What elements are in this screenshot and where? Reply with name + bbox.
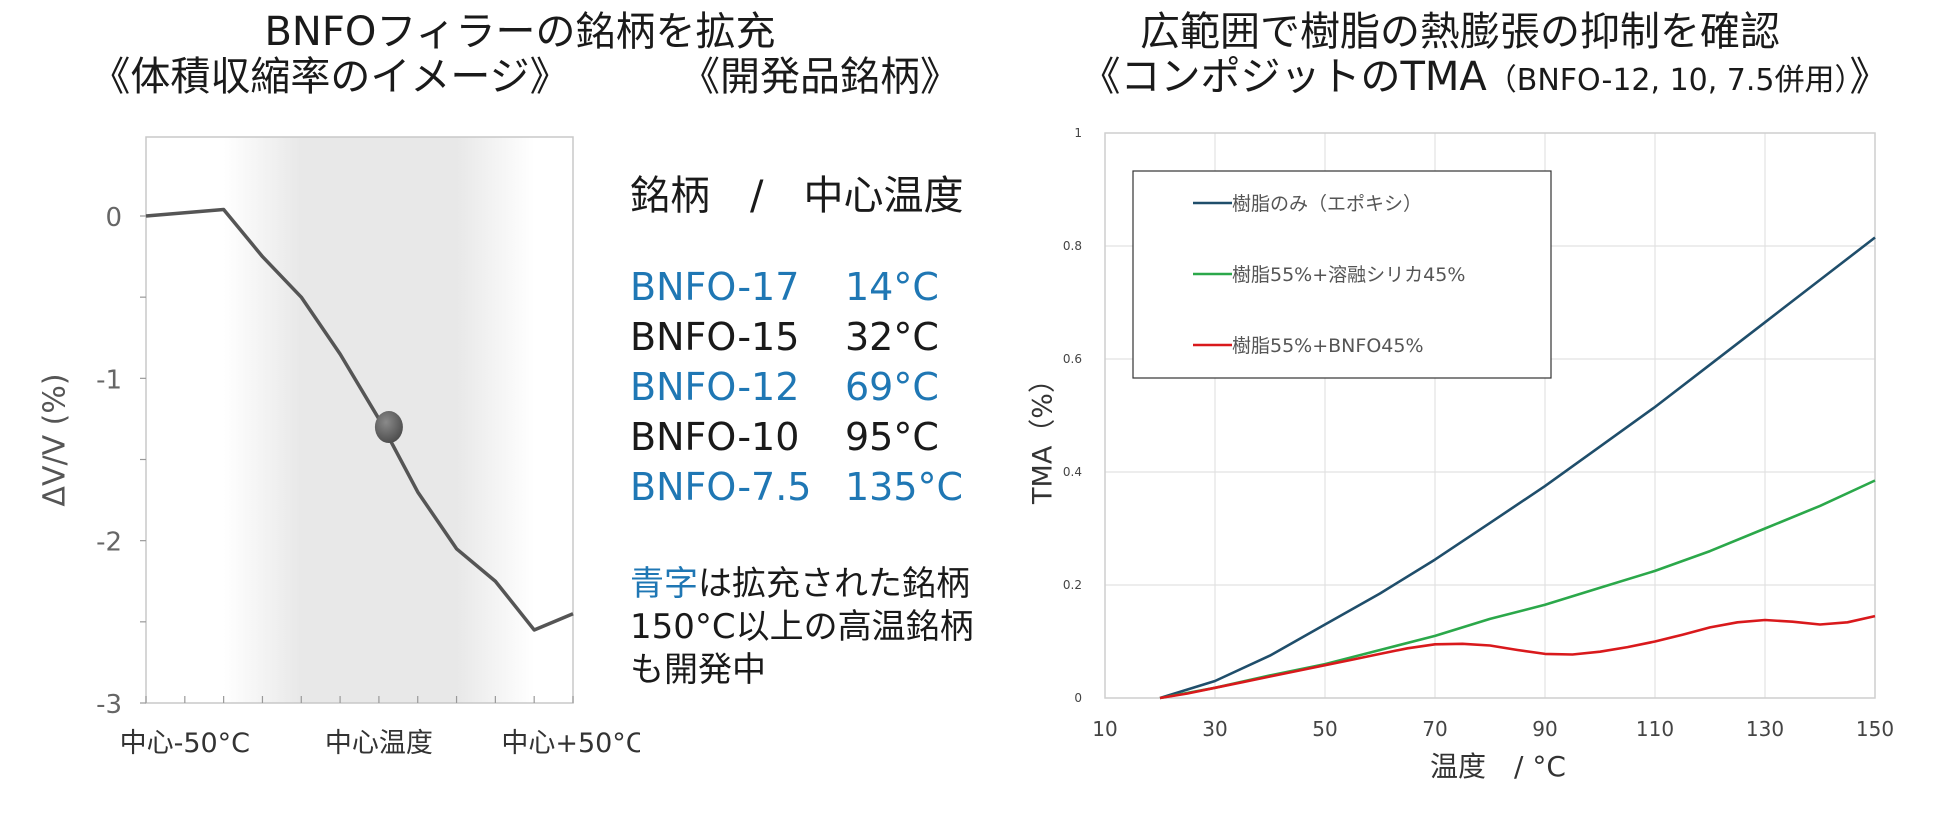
x-tick-label: 150 <box>1856 717 1894 741</box>
x-tick-label: 90 <box>1532 717 1557 741</box>
x-tick-label: 50 <box>1312 717 1337 741</box>
brand-temp: 14°C <box>845 265 939 309</box>
brand-name: BNFO-10 <box>630 415 800 459</box>
x-tick-label: 中心+50°C <box>501 728 640 759</box>
legend-label: 樹脂のみ（エポキシ） <box>1232 193 1422 215</box>
y-tick-label: 0.6 <box>1063 352 1082 366</box>
brand-temp: 69°C <box>845 365 939 409</box>
x-tick-label: 30 <box>1202 717 1227 741</box>
right-subtitle: 《コンポジットのTMA（BNFO-12, 10, 7.5併用）》 <box>1035 53 1935 105</box>
brand-name: BNFO-15 <box>630 315 800 359</box>
right-subtitle-end: 》 <box>1849 54 1890 100</box>
y-tick-label: 0 <box>1074 691 1082 705</box>
y-tick-label: -1 <box>96 365 122 395</box>
right-y-axis-label: TMA（%） <box>1027 366 1059 504</box>
brand-name: BNFO-7.5 <box>630 465 812 509</box>
brand-note-line2: 150°C以上の高温銘柄 <box>630 607 974 647</box>
left-subtitle-volume: 《体積収縮率のイメージ》 <box>90 54 570 100</box>
y-tick-label: -3 <box>96 690 122 720</box>
brand-note-line1-rest: は拡充された銘柄 <box>698 564 970 604</box>
brand-row: BNFO-10 95°C <box>630 412 963 462</box>
tma-chart: 10 30 50 70 90 110 130 150 0 0.2 0.4 0.6 0.8 1 樹脂のみ（エ… <box>1063 126 1894 741</box>
tma-series-line <box>1159 479 1876 700</box>
x-tick-label: 中心-50°C <box>120 728 250 759</box>
x-tick-label: 10 <box>1092 717 1117 741</box>
brand-list: BNFO-17 14°C BNFO-15 32°C BNFO-12 69°C BNFO… <box>630 262 963 512</box>
tma-series-line <box>1159 614 1876 700</box>
y-tick-label: 0.4 <box>1063 465 1082 479</box>
brand-row: BNFO-17 14°C <box>630 262 963 312</box>
y-tick-label: -2 <box>96 528 122 558</box>
center-point-marker <box>374 411 403 444</box>
right-subtitle-main: 《コンポジットのTMA <box>1080 54 1487 100</box>
tma-series-line <box>1159 236 1876 700</box>
brand-note-highlight: 青字 <box>630 564 698 604</box>
left-plot-frame <box>145 136 574 704</box>
brand-note: 青字は拡充された銘柄 150°C以上の高温銘柄 も開発中 <box>630 563 974 692</box>
left-title: BNFOフィラーの銘柄を拡充 <box>264 9 776 55</box>
left-subtitle-brands: 《開発品銘柄》 <box>680 54 960 100</box>
x-tick-label: 110 <box>1636 717 1674 741</box>
brand-row: BNFO-15 32°C <box>630 312 963 362</box>
brand-name: BNFO-17 <box>630 265 800 309</box>
y-tick-label: 0.8 <box>1063 239 1082 253</box>
brand-temp: 32°C <box>845 315 939 359</box>
brand-temp: 135°C <box>845 465 964 509</box>
y-tick-label: 0 <box>105 203 122 233</box>
brand-note-line3: も開発中 <box>630 650 766 690</box>
brand-note-line1: 青字は拡充された銘柄 <box>630 563 974 606</box>
volume-change-line <box>145 207 574 632</box>
legend-label: 樹脂55%+BNFO45% <box>1232 335 1424 357</box>
volume-change-chart: 0 -1 -2 -3 中心-50°C 中心温度 中心+50°C <box>96 136 640 759</box>
legend-label: 樹脂55%+溶融シリカ45% <box>1232 264 1465 286</box>
x-tick-label: 中心温度 <box>325 728 433 759</box>
brand-temp: 95°C <box>845 415 939 459</box>
y-tick-label: 1 <box>1074 126 1082 140</box>
brand-table-header: 銘柄 / 中心温度 <box>630 173 964 219</box>
brand-name: BNFO-12 <box>630 365 800 409</box>
right-title: 広範囲で樹脂の熱膨張の抑制を確認 <box>1140 9 1780 55</box>
left-y-axis-label: ΔV/V (%) <box>37 373 73 507</box>
y-tick-label: 0.2 <box>1063 578 1082 592</box>
right-subtitle-small: （BNFO-12, 10, 7.5併用） <box>1486 63 1850 98</box>
brand-row: BNFO-12 69°C <box>630 362 963 412</box>
right-plot-frame <box>1104 132 1876 699</box>
x-tick-label: 130 <box>1746 717 1784 741</box>
x-tick-label: 70 <box>1422 717 1447 741</box>
right-x-axis-label: 温度 / °C <box>1430 750 1566 783</box>
brand-row: BNFO-7.5 135°C <box>630 462 963 512</box>
